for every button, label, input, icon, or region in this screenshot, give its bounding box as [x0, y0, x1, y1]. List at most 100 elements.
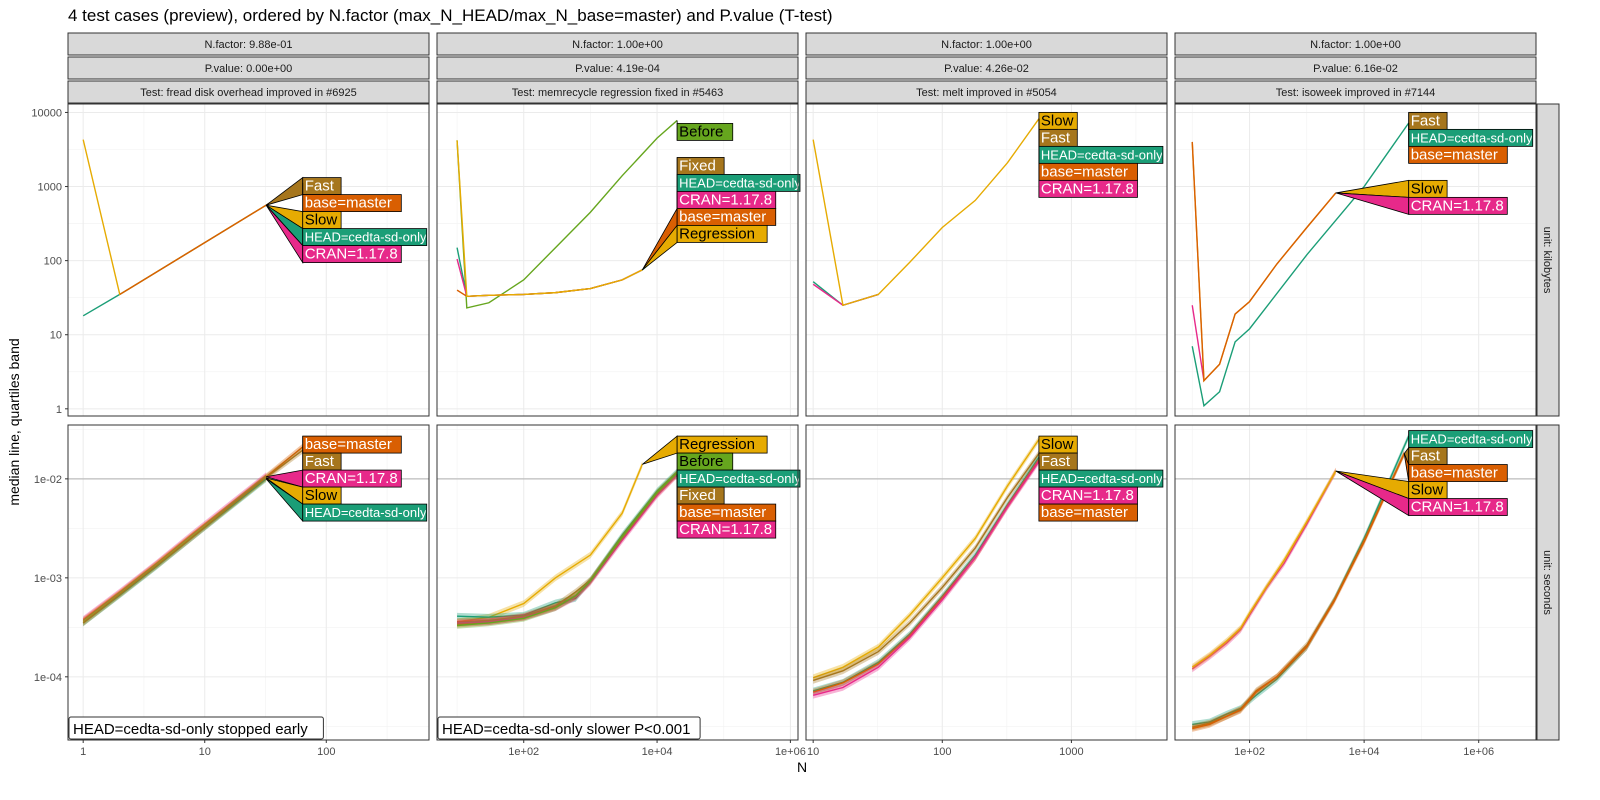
direct-label: base=master [302, 182, 402, 212]
y-axis-title: median line, quartiles band [6, 338, 22, 505]
facet-strip-label: P.value: 4.26e-02 [944, 63, 1029, 75]
facet-strip-n-factor [1174, 32, 1537, 56]
direct-label: CRAN=1.17.8 [1335, 470, 1508, 517]
panel-border [1174, 424, 1537, 741]
series-line-slow [1191, 470, 1337, 668]
series-line-cran [1191, 470, 1337, 670]
direct-label: base=master [641, 206, 777, 271]
label-text: CRAN=1.17.8 [1411, 197, 1504, 214]
y-tick-label: 1e-04 [34, 672, 62, 684]
y-tick-label: 10 [50, 330, 62, 342]
panel-4: N.factor: 1.00e+00 P.value: 6.16e-02 Test:… [1174, 32, 1560, 758]
label-box [302, 435, 402, 454]
facet-strip-label: N.factor: 1.00e+00 [1310, 39, 1401, 51]
facet-strip-label: Test: isoweek improved in #7144 [1276, 87, 1436, 99]
y-tick-label: 1e-03 [34, 573, 62, 585]
label-box [302, 194, 402, 212]
facet-strip-label: N.factor: 9.88e-01 [204, 39, 292, 51]
label-text: base=master [1041, 163, 1128, 180]
direct-label: Fast [1408, 111, 1448, 130]
label-box [1408, 145, 1508, 164]
label-text: Fast [1041, 129, 1071, 146]
direct-label: HEAD=cedta-sd-only [676, 469, 801, 488]
label-text: base=master [1411, 465, 1498, 482]
direct-label: Slow [1038, 111, 1078, 130]
facet-strip-test [1174, 80, 1537, 104]
label-box [676, 225, 768, 243]
label-text: Regression [679, 436, 755, 453]
panel-border [805, 103, 1168, 417]
series-layer [812, 118, 1040, 307]
series-line-base [1191, 141, 1337, 383]
label-box [302, 245, 402, 263]
note-box [68, 716, 324, 740]
label-text: Before [679, 123, 723, 140]
label-text: HEAD=cedta-sd-only [1411, 130, 1533, 145]
series-line-slow [812, 118, 1040, 307]
series-line-cran [812, 461, 1040, 697]
label-text: Fast [305, 178, 335, 195]
series-line-regression [456, 140, 643, 298]
label-text: base=master [1411, 146, 1498, 163]
row-strip [1536, 103, 1560, 417]
x-tick-label: 1e+04 [1349, 746, 1380, 758]
label-box [676, 520, 777, 539]
direct-label: base=master [302, 435, 402, 454]
label-text: base=master [1041, 504, 1128, 521]
direct-label: HEAD=cedta-sd-only [1408, 430, 1534, 448]
direct-label: Before [676, 452, 734, 472]
chart-title: 4 test cases (preview), ordered by N.fac… [68, 6, 833, 25]
label-text: Fixed [679, 157, 716, 174]
facet-strip-label: N.factor: 1.00e+00 [572, 39, 663, 51]
y-tick-label: 1e-02 [34, 474, 62, 486]
panel-border [1174, 103, 1537, 417]
facet-strip-label: Test: memrecycle regression fixed in #54… [512, 87, 724, 99]
label-box [1038, 179, 1138, 198]
label-box [302, 469, 402, 488]
panel-1: N.factor: 9.88e-01 P.value: 0.00e+00 Test:… [31, 32, 430, 758]
facet-strip-label: Test: melt improved in #5054 [916, 87, 1057, 99]
x-tick-label: 100 [933, 746, 951, 758]
series-line-before [457, 472, 678, 627]
facet-strip-p-value [67, 56, 430, 80]
panel-note: HEAD=cedta-sd-only slower P<0.001 [442, 721, 690, 738]
y-tick-label: 10000 [31, 107, 62, 119]
label-text: Slow [305, 487, 338, 504]
x-tick-label: 1e+06 [775, 746, 806, 758]
series-line-cran [1191, 305, 1205, 381]
x-tick-label: 1e+04 [642, 746, 673, 758]
direct-label: Fixed [676, 157, 725, 240]
row-strip-label: unit: seconds [1541, 550, 1553, 615]
y-tick-label: 1000 [38, 182, 62, 194]
direct-label: Fast [265, 176, 342, 206]
facet-strip-n-factor [67, 32, 430, 56]
panels-layer: N.factor: 9.88e-01 P.value: 0.00e+00 Test:… [31, 32, 1560, 758]
direct-label: CRAN=1.17.8 [266, 469, 402, 488]
series-line-before [456, 119, 678, 309]
label-text: CRAN=1.17.8 [679, 191, 772, 208]
label-text: Regression [679, 225, 755, 242]
label-text: Slow [305, 212, 338, 229]
label-text: Slow [1041, 112, 1074, 129]
series-line-fast [812, 453, 1040, 682]
facet-strip-p-value [436, 56, 799, 80]
label-box [1408, 430, 1534, 448]
label-text: CRAN=1.17.8 [679, 521, 772, 538]
series-layer [82, 443, 304, 627]
direct-label: base=master [1038, 460, 1138, 522]
direct-label: CRAN=1.17.8 [265, 204, 402, 264]
label-box [1408, 498, 1508, 516]
facet-strip-label: P.value: 6.16e-02 [1313, 63, 1398, 75]
direct-label: HEAD=cedta-sd-only [265, 478, 428, 523]
label-text: Fast [1411, 112, 1441, 129]
label-text: HEAD=cedta-sd-only [1041, 147, 1163, 162]
direct-label: HEAD=cedta-sd-only [1408, 123, 1534, 147]
label-text: CRAN=1.17.8 [1041, 487, 1134, 504]
panel-border [436, 103, 799, 417]
direct-label: Regression [642, 435, 768, 465]
series-line-head [457, 471, 678, 618]
facet-strip-p-value [1174, 56, 1537, 80]
x-tick-label: 1e+06 [1463, 746, 1494, 758]
x-axis-title: N [797, 759, 807, 775]
